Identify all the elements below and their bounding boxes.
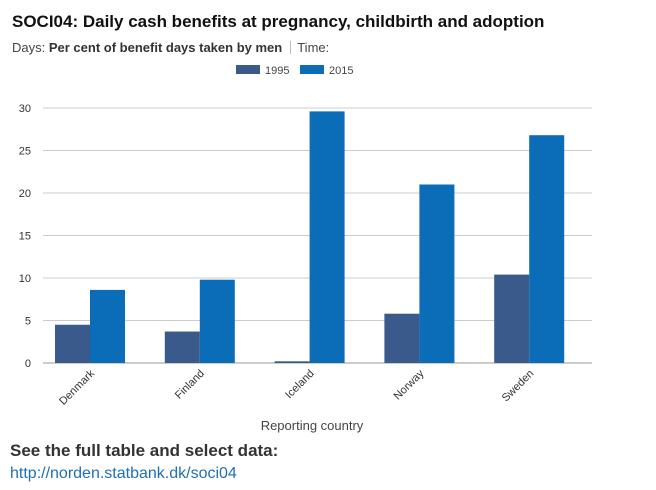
y-tick-label: 30: [19, 103, 31, 115]
bar-2015-finland: [199, 279, 235, 363]
x-axis-label: Reporting country: [261, 418, 364, 433]
bar-2015-iceland: [309, 111, 345, 364]
y-tick-label: 20: [19, 188, 31, 200]
y-tick-label: 15: [19, 231, 31, 243]
bar-1995-norway: [384, 313, 420, 363]
bar-2015-sweden: [529, 135, 565, 363]
x-tick-label: Finland: [173, 368, 207, 402]
bar-1995-iceland: [274, 361, 310, 363]
bar-1995-finland: [164, 331, 200, 363]
subtitle-divider: [290, 41, 292, 54]
chart-bars: [55, 111, 565, 364]
y-axis-ticks: 0 5 10 15 20 25 30: [19, 103, 31, 370]
x-tick-label: Iceland: [283, 368, 317, 402]
x-tick-label: Norway: [392, 367, 427, 402]
legend-swatch-2015: [300, 65, 324, 74]
y-tick-label: 5: [25, 316, 31, 328]
chart-legend: 1995 2015: [236, 65, 353, 77]
legend-label-1995: 1995: [265, 65, 289, 77]
bar-2015-denmark: [90, 289, 125, 363]
bar-1995-sweden: [494, 274, 530, 363]
bar-2015-norway: [419, 184, 455, 363]
x-tick-label: Denmark: [57, 367, 97, 407]
time-label: Time:: [297, 40, 330, 55]
days-value: Per cent of benefit days taken by men: [48, 40, 283, 55]
y-tick-label: 25: [19, 146, 31, 158]
days-label: Days:: [12, 40, 46, 55]
x-axis-ticks: Denmark Finland Iceland Norway Sweden: [57, 367, 536, 407]
x-tick-label: Sweden: [500, 368, 537, 405]
footer-label: See the full table and select data:: [10, 441, 279, 460]
legend-swatch-1995: [236, 65, 260, 74]
bar-1995-denmark: [55, 324, 90, 363]
y-tick-label: 0: [25, 358, 31, 370]
legend-label-2015: 2015: [329, 65, 353, 77]
chart-subtitle: Days: Per cent of benefit days taken by …: [12, 40, 329, 55]
bar-chart: 1995 2015 0 5 10 15 20 25 30 Denmark Finland Icel…: [19, 65, 592, 433]
statbank-link[interactable]: http://norden.statbank.dk/soci04: [10, 465, 237, 482]
chart-title: SOCI04: Daily cash benefits at pregnancy…: [12, 12, 545, 31]
y-tick-label: 10: [19, 273, 31, 285]
